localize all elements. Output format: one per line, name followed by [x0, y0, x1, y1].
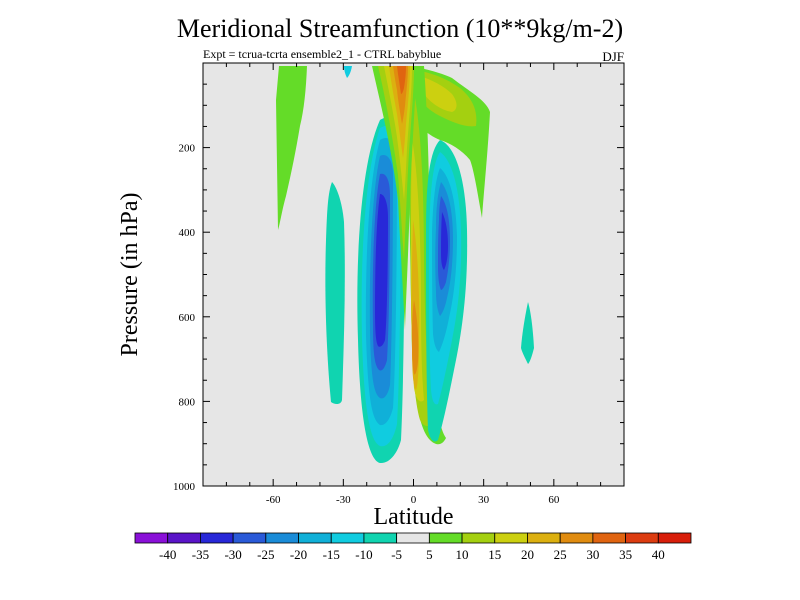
y-tick-label: 400 — [179, 227, 196, 239]
colorbar-label: 40 — [652, 547, 665, 562]
colorbar-label: -40 — [159, 547, 176, 562]
colorbar-swatch — [363, 532, 398, 544]
colorbar-swatch — [592, 532, 626, 544]
colorbar-swatch — [134, 532, 169, 544]
isolated-negative-patch — [521, 302, 534, 364]
colorbar-label: -30 — [224, 547, 241, 562]
colorbar-label: 5 — [426, 547, 433, 562]
colorbar-swatch — [396, 532, 430, 544]
outer-negative-band — [325, 182, 345, 405]
chart-title: Meridional Streamfunction (10**9kg/m-2) — [176, 14, 624, 43]
colorbar-swatch — [232, 532, 267, 544]
colorbar-swatch — [428, 532, 463, 544]
north-pos-l5 — [412, 300, 419, 375]
x-tick-label: 60 — [548, 494, 560, 506]
south-cell-l6 — [375, 194, 388, 347]
x-tick-label: -60 — [266, 494, 281, 506]
colorbar-label: -5 — [391, 547, 402, 562]
x-tick-label: 30 — [478, 494, 490, 506]
north-neg-l6 — [441, 212, 448, 270]
top-cyan-speck — [344, 66, 352, 78]
x-tick-label: 0 — [411, 494, 417, 506]
colorbar-label: -20 — [290, 547, 307, 562]
south-tongue-green — [276, 66, 307, 230]
upper-branch-yellow — [420, 76, 457, 112]
y-tick-label: 800 — [179, 396, 196, 408]
colorbar-swatch — [527, 532, 561, 544]
chart-subtitle: Expt = tcrua-tcrta ensemble2_1 - CTRL ba… — [203, 47, 442, 61]
axis-ticks: -60 -30 0 30 60 200 400 600 800 1000 — [173, 63, 624, 506]
colorbar-swatch — [625, 532, 659, 544]
colorbar-swatch — [200, 532, 234, 544]
colorbar-label: -25 — [257, 547, 274, 562]
colorbar-label: 15 — [488, 547, 501, 562]
top-jet-red — [397, 66, 406, 94]
season-label: DJF — [602, 49, 624, 64]
colorbar-swatch — [265, 532, 299, 544]
colorbar-label: -15 — [323, 547, 340, 562]
y-tick-label: 600 — [179, 312, 196, 324]
colorbar-label: 20 — [521, 547, 534, 562]
colorbar: -40 -35 -30 -25 -20 -15 -10 -5 5 10 15 20 25 30 35 40 — [134, 532, 692, 562]
colorbar-label: 25 — [554, 547, 567, 562]
colorbar-label: 35 — [619, 547, 632, 562]
colorbar-label: -10 — [355, 547, 372, 562]
x-axis-label: Latitude — [374, 504, 454, 530]
y-tick-label: 200 — [179, 143, 196, 155]
colorbar-swatch — [330, 532, 365, 544]
colorbar-swatch — [298, 532, 332, 544]
colorbar-swatch — [657, 532, 692, 544]
colorbar-swatch — [559, 532, 594, 544]
colorbar-swatch — [494, 532, 528, 544]
colorbar-swatch — [167, 532, 201, 544]
colorbar-label: -35 — [192, 547, 209, 562]
y-axis-label: Pressure (in hPa) — [117, 193, 143, 357]
x-tick-label: -30 — [336, 494, 351, 506]
colorbar-label: 10 — [456, 547, 469, 562]
colorbar-swatch — [461, 532, 496, 544]
contour-fields — [276, 66, 534, 464]
colorbar-label: 30 — [586, 547, 599, 562]
y-tick-label: 1000 — [173, 481, 196, 493]
